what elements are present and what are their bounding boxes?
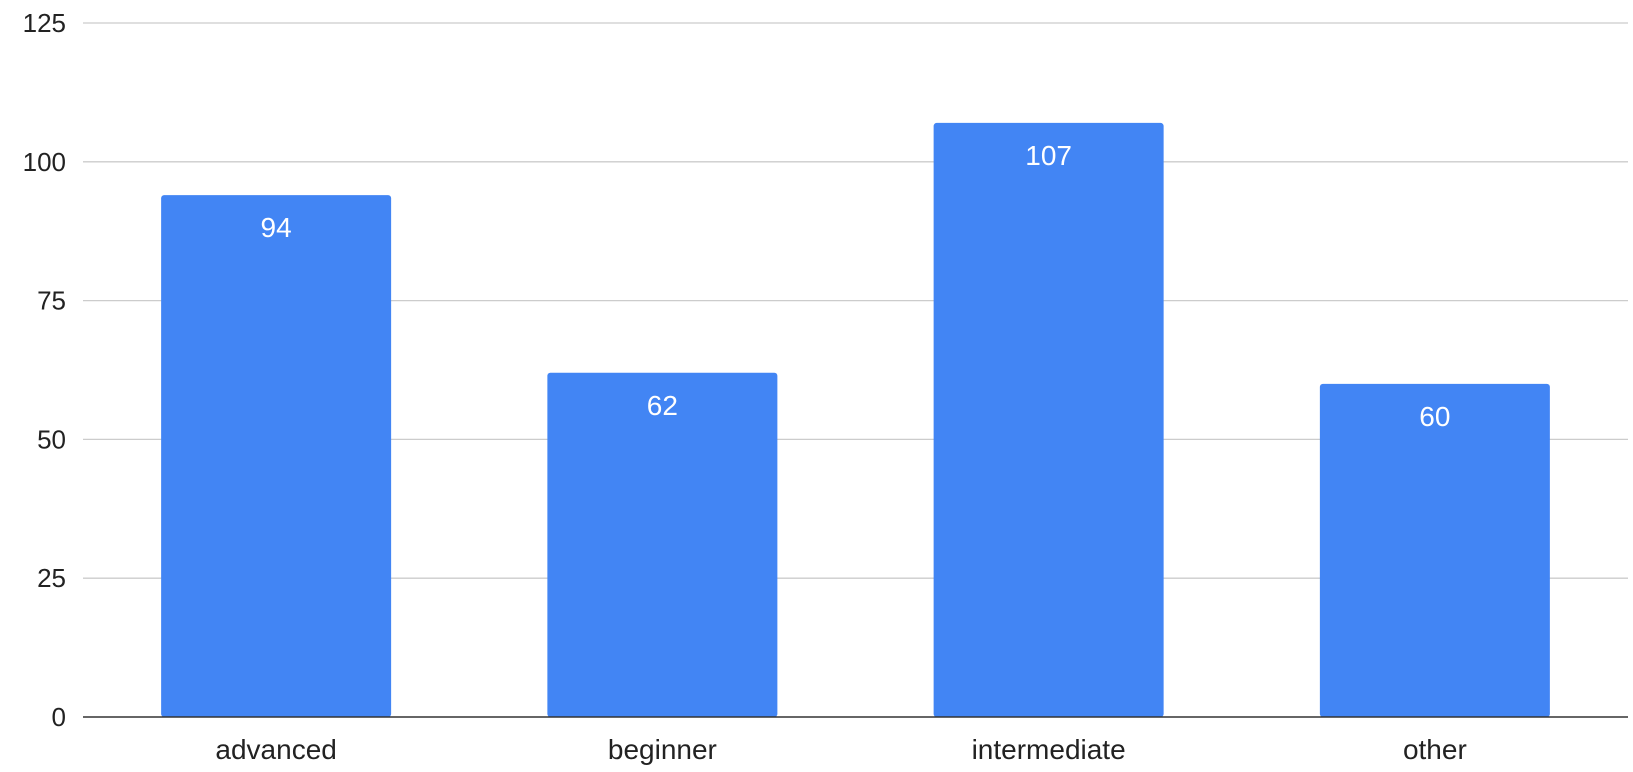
x-tick-label-beginner: beginner — [608, 734, 717, 765]
y-tick-label: 0 — [52, 702, 66, 732]
data-label-beginner: 62 — [647, 390, 678, 421]
y-tick-label: 125 — [23, 8, 66, 38]
y-tick-label: 75 — [37, 286, 66, 316]
data-label-other: 60 — [1419, 401, 1450, 432]
bar-advanced — [161, 195, 392, 717]
x-tick-label-intermediate: intermediate — [972, 734, 1126, 765]
data-label-advanced: 94 — [261, 212, 292, 243]
data-label-intermediate: 107 — [1025, 140, 1072, 171]
labels: 0 25 50 75 100 125 94 advanced 62 beginner 107 inte… — [23, 8, 1467, 765]
bar-intermediate — [933, 122, 1164, 718]
x-tick-label-other: other — [1403, 734, 1467, 765]
x-tick-label-advanced: advanced — [215, 734, 336, 765]
bars — [161, 122, 1550, 718]
y-tick-label: 50 — [37, 424, 66, 454]
y-tick-label: 100 — [23, 147, 66, 177]
y-tick-label: 25 — [37, 563, 66, 593]
bar-beginner — [547, 372, 778, 717]
bar-other — [1319, 383, 1550, 717]
